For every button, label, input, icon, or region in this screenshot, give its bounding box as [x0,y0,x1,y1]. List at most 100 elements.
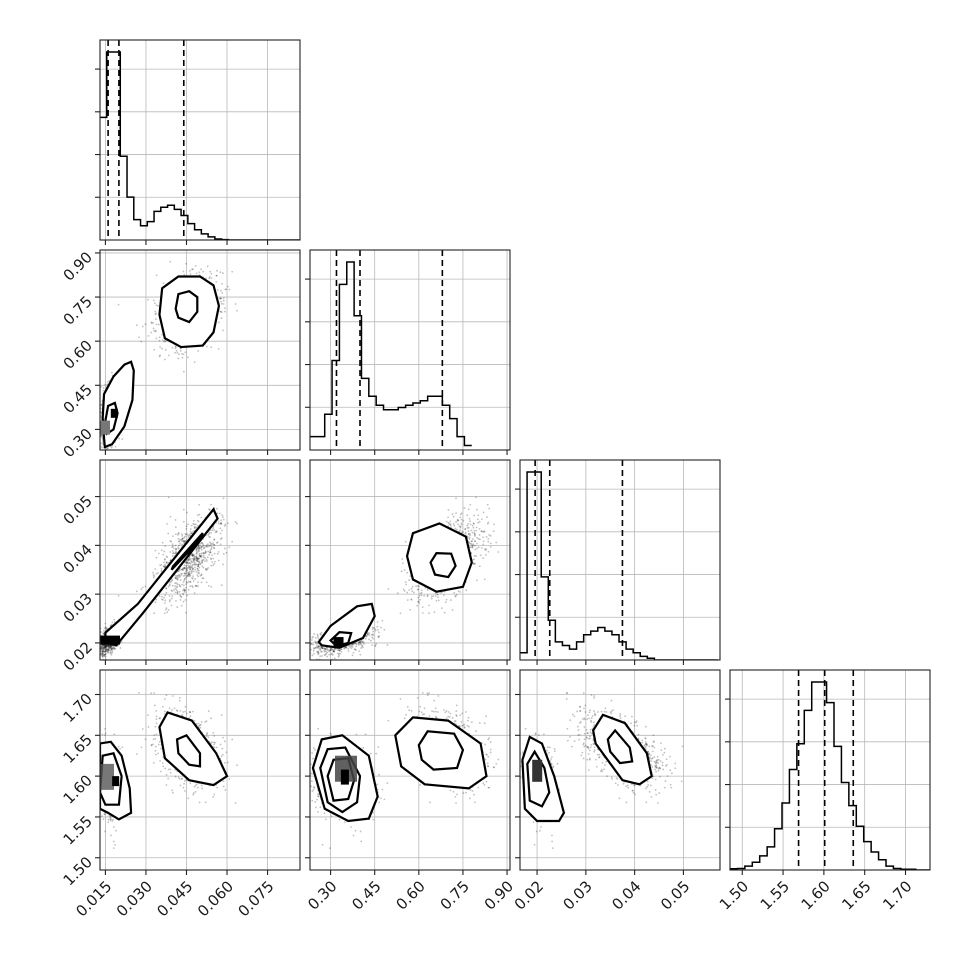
sample-point [212,564,214,567]
sample-point [457,519,460,522]
sample-point [372,634,375,637]
sample-point [458,525,461,528]
sample-point [192,268,194,271]
sample-point [154,310,157,313]
sample-point [165,561,168,564]
sample-point [150,331,153,334]
sample-point [405,583,407,586]
sample-point [482,540,485,543]
sample-point [193,527,196,529]
sample-point [423,594,426,597]
sample-point [167,561,170,564]
sample-point [359,653,362,656]
sample-point [203,546,206,549]
sample-point [190,570,193,573]
sample-point [109,646,112,649]
sample-point [449,520,452,523]
sample-point [192,567,195,570]
sample-point [141,586,144,589]
sample-point [470,542,473,545]
sample-point [193,563,196,566]
sample-point [314,646,317,649]
sample-point [211,561,214,563]
sample-point [157,571,159,574]
sample-point [187,573,190,576]
sample-point [192,530,195,533]
sample-point [169,551,172,553]
sample-point [315,641,317,644]
sample-point [471,524,474,527]
sample-point [169,515,172,518]
sample-point [192,586,194,589]
sample-point [211,554,213,557]
sample-point [185,561,188,564]
contour-outer-0 [101,360,135,449]
sample-point [426,589,429,592]
sample-point [144,585,147,588]
sample-point [201,545,203,548]
sample-point [378,635,381,637]
sample-point [472,522,475,525]
sample-point [197,549,200,552]
sample-point [197,565,200,567]
sample-point [349,646,352,649]
sample-point [220,537,223,540]
sample-point [189,528,192,530]
sample-point [316,646,318,649]
sample-point [101,647,104,650]
sample-point [467,526,470,529]
sample-point [443,594,445,597]
sample-point [98,454,100,456]
sample-point [165,591,168,594]
sample-point [168,599,171,601]
sample-point [206,545,208,548]
sample-point [96,420,98,422]
sample-point [210,346,213,349]
sample-point [110,624,113,627]
sample-point [196,514,199,517]
sample-point [175,577,178,580]
sample-point [476,536,478,539]
sample-point [105,645,107,648]
sample-point [162,282,165,285]
sample-point [201,560,204,563]
sample-point [100,662,102,664]
sample-point [467,523,469,525]
sample-point [103,629,105,632]
sample-point [150,321,153,324]
sample-point [339,652,342,655]
sample-point [216,289,219,291]
sample-point [314,640,316,643]
panel-1-1 [305,249,511,455]
sample-point [195,552,198,554]
sample-point [184,539,186,542]
sample-point [220,521,222,524]
sample-point [234,303,237,305]
sample-point [88,415,90,417]
sample-point [380,626,382,629]
sample-point [329,649,332,651]
sample-point [110,646,113,649]
sample-point [319,649,322,651]
sample-point [184,572,187,575]
sample-point [357,643,360,645]
sample-point [192,554,195,557]
sample-point [194,578,197,580]
sample-point [95,434,97,436]
sample-point [157,552,160,555]
sample-point [196,559,199,562]
sample-point [155,337,158,340]
sample-point [193,558,195,560]
sample-point [236,522,238,525]
sample-point [172,555,174,557]
sample-point [436,593,439,596]
sample-point [361,645,364,648]
sample-point [108,644,111,647]
sample-point [474,548,477,551]
sample-point [310,643,313,646]
sample-point [417,585,420,588]
sample-point [220,523,223,525]
sample-point [101,650,104,653]
sample-point [317,651,320,654]
sample-point [467,533,470,536]
